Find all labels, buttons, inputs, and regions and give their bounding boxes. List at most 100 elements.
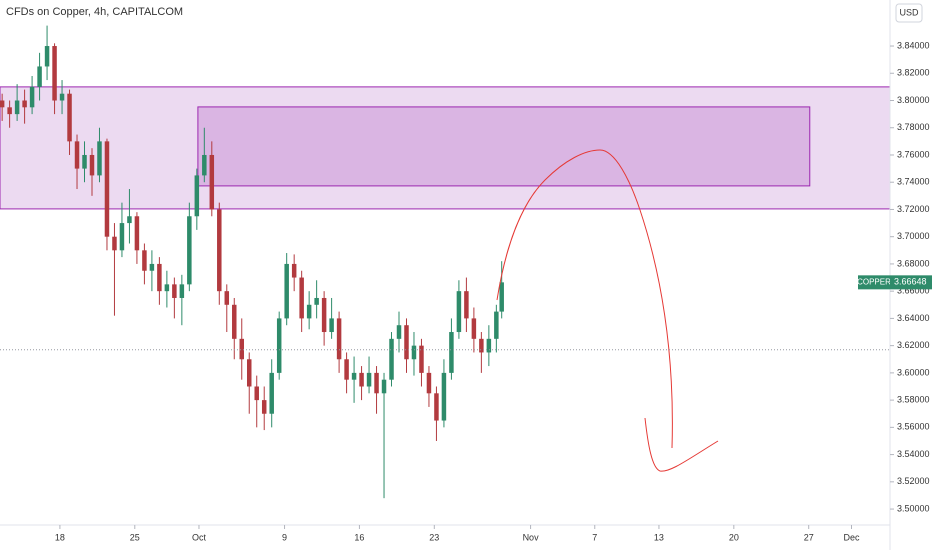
candle-body — [441, 372, 447, 421]
candle-body — [359, 372, 364, 387]
candle-body — [499, 282, 504, 312]
candle-body — [291, 263, 297, 278]
y-tick-label: 3.78000 — [897, 122, 930, 132]
x-tick-label: 18 — [55, 532, 65, 542]
candle-body — [246, 359, 252, 387]
candle-body — [149, 263, 155, 271]
candle-body — [29, 86, 35, 108]
candle-body — [7, 107, 12, 115]
zone — [197, 106, 811, 187]
candle-body — [134, 216, 140, 251]
symbol-tag — [858, 275, 890, 290]
candle-body — [471, 318, 477, 339]
candle-body — [209, 154, 215, 210]
candle-body — [306, 304, 312, 319]
candle-body — [366, 372, 372, 387]
candle-body — [157, 263, 162, 292]
y-tick-label: 3.82000 — [897, 68, 930, 78]
y-tick-label: 3.62000 — [897, 340, 930, 350]
x-tick-label: 7 — [592, 532, 597, 542]
candle-body — [456, 291, 462, 333]
candle-body — [217, 209, 222, 292]
candle-body — [411, 345, 417, 360]
candle-body — [74, 141, 80, 169]
candle-body — [464, 291, 469, 319]
y-tick-label: 3.50000 — [897, 503, 930, 513]
y-tick-label: 3.76000 — [897, 149, 930, 159]
x-tick-label: 23 — [429, 532, 439, 542]
candle-body — [284, 263, 289, 319]
candle-body — [14, 100, 20, 115]
candle-body — [44, 46, 50, 67]
zones — [0, 86, 891, 210]
y-tick-label: 3.56000 — [897, 422, 930, 432]
y-tick-label: 3.52000 — [897, 476, 930, 486]
price-tag — [890, 275, 932, 290]
candle-body — [37, 66, 42, 87]
candle-body — [494, 311, 499, 339]
candle-body — [276, 318, 282, 373]
y-tick-label: 3.64000 — [897, 313, 930, 323]
candle-body — [67, 93, 72, 142]
y-tick-label: 3.54000 — [897, 449, 930, 459]
y-tick-label: 3.72000 — [897, 204, 930, 214]
y-tick-label: 3.58000 — [897, 394, 930, 404]
candle-body — [426, 372, 432, 394]
chart-title: CFDs on Copper, 4h, CAPITALCOM — [6, 6, 183, 18]
candle-body — [389, 338, 394, 380]
candle-body — [232, 304, 237, 339]
candle-body — [52, 46, 57, 101]
y-tick-label: 3.68000 — [897, 258, 930, 268]
candle-body — [112, 236, 117, 251]
candle-body — [187, 216, 192, 285]
x-tick-label: 27 — [804, 532, 814, 542]
x-tick-label: 25 — [130, 532, 140, 542]
candle-body — [142, 250, 147, 271]
candle-body — [314, 297, 319, 305]
candle-body — [97, 141, 102, 176]
candle-body — [202, 154, 207, 176]
candle-body — [404, 325, 409, 360]
candle-body — [127, 216, 132, 224]
candle-body — [344, 359, 349, 380]
candle-body — [434, 393, 439, 421]
candle-body — [194, 175, 200, 217]
candle-body — [419, 345, 424, 373]
candle-body — [179, 284, 185, 298]
x-tick-label: 9 — [282, 532, 287, 542]
candle-body — [329, 318, 334, 333]
y-tick-label: 3.60000 — [897, 367, 930, 377]
currency-button[interactable] — [895, 3, 923, 23]
candle-body — [119, 223, 125, 251]
y-tick-label: 3.80000 — [897, 95, 930, 105]
candle-body — [269, 372, 274, 414]
candle-body — [351, 372, 357, 380]
y-tick-label: 3.74000 — [897, 177, 930, 187]
candle-body — [336, 318, 342, 360]
candle-body — [104, 141, 110, 237]
candle-body — [164, 284, 170, 292]
x-tick-label: Dec — [843, 532, 860, 542]
candle-body — [82, 154, 87, 169]
candle-body — [396, 325, 402, 339]
candle-body — [254, 386, 259, 401]
candle-body — [449, 332, 454, 373]
candle-body — [239, 338, 245, 360]
candle-body — [381, 379, 387, 394]
x-tick-label: 16 — [354, 532, 364, 542]
y-tick-label: 3.66000 — [897, 286, 930, 296]
x-tick-label: Nov — [523, 532, 540, 542]
candle-body — [0, 100, 5, 108]
candle-body — [486, 338, 492, 353]
candle-body — [59, 93, 65, 101]
candle-body — [261, 400, 267, 414]
price-tag-label: 3.66648 — [894, 277, 927, 287]
x-tick-label: Oct — [192, 532, 207, 542]
y-tick-label: 3.84000 — [897, 40, 930, 50]
candle-body — [172, 284, 177, 298]
x-tick-label: 13 — [654, 532, 664, 542]
candle-body — [479, 338, 484, 353]
candle-body — [22, 100, 27, 108]
currency-label: USD — [899, 7, 919, 17]
